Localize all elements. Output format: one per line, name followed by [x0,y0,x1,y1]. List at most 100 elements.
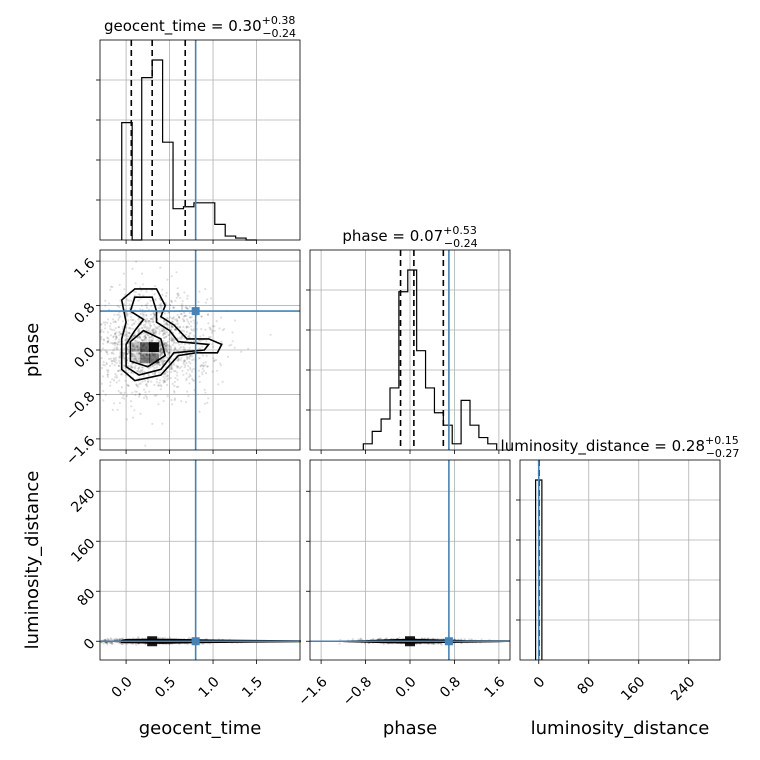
sample-point [104,299,107,302]
sample-point [165,335,168,338]
sample-point [166,356,169,359]
sample-point [133,409,136,412]
sample-point [144,383,148,386]
sample-point [114,344,117,347]
sample-point [158,339,161,342]
sample-point [432,642,435,646]
sample-point [126,337,129,340]
sample-point [150,336,153,339]
sample-point [123,391,126,394]
sample-point [136,346,139,349]
sample-point [151,422,154,425]
sample-point [166,323,169,326]
sample-point [174,318,177,321]
title-minus: −0.24 [444,237,478,250]
sample-point [131,347,134,350]
sample-point [111,642,114,645]
sample-point [171,340,174,343]
sample-point [121,637,125,640]
sample-point [131,352,134,356]
sample-point [202,334,205,337]
sample-point [170,326,173,329]
sample-point [133,294,136,297]
sample-point [115,336,118,339]
sample-point [114,327,117,330]
sample-point [182,315,185,318]
sample-point [188,357,191,360]
sample-point [134,355,137,358]
sample-point [176,319,179,322]
sample-point [153,328,156,331]
sample-point [209,328,212,331]
sample-point [162,333,165,336]
sample-point [163,319,166,322]
sample-point [172,350,176,353]
sample-point [213,329,216,332]
x-axis-label-phase: phase [383,718,437,739]
sample-point [104,638,107,641]
sample-point [168,344,171,347]
sample-point [107,318,110,321]
sample-point [217,383,220,386]
sample-point [124,379,127,382]
title-minus: −0.27 [706,447,740,460]
sample-point [143,379,146,382]
sample-point [130,371,133,374]
scatter-panel-luminosity_distance_vs_phase: −1.6 −0.8 0.0 0.8 1.6 [295,459,511,709]
sample-point [153,363,156,366]
sample-point [185,355,189,358]
sample-point [211,329,214,332]
sample-point [129,400,133,403]
sample-point [360,638,363,641]
sample-point [182,373,185,376]
sample-point [122,354,125,357]
sample-point [199,335,202,338]
y-axis-label-phase: phase [22,323,43,377]
sample-point [141,366,144,369]
sample-point [134,367,137,370]
sample-point [100,382,103,385]
sample-point [117,313,120,316]
sample-point [153,316,156,319]
sample-point [162,399,165,403]
sample-point [136,360,139,363]
sample-point [178,332,181,335]
sample-point [137,329,140,332]
sample-point [145,313,148,316]
sample-point [145,385,149,388]
sample-point [113,329,116,332]
sample-point [127,365,130,368]
sample-point [174,323,177,326]
sample-point [168,337,171,340]
sample-point [162,360,165,364]
sample-point [180,307,184,310]
sample-point [146,302,149,305]
sample-point [127,345,131,348]
histogram-phase [362,269,498,450]
sample-point [163,372,167,375]
sample-point [230,343,233,346]
sample-point [174,347,177,350]
sample-point [135,384,138,387]
sample-point [132,343,135,346]
sample-point [168,304,172,307]
sample-point [109,638,112,641]
sample-point [134,339,137,342]
sample-point [131,344,134,347]
sample-point [357,638,360,641]
sample-point [160,327,163,330]
sample-point [120,386,124,389]
sample-point [106,373,109,376]
sample-point [211,370,214,373]
sample-point [144,334,147,337]
sample-point [111,328,114,332]
sample-point [106,375,109,378]
sample-point [188,322,191,325]
sample-point [107,369,110,372]
sample-point [173,380,176,384]
sample-point [173,328,177,331]
sample-point [171,344,174,347]
sample-point [154,331,157,334]
sample-point [136,348,139,351]
sample-point [106,643,109,646]
